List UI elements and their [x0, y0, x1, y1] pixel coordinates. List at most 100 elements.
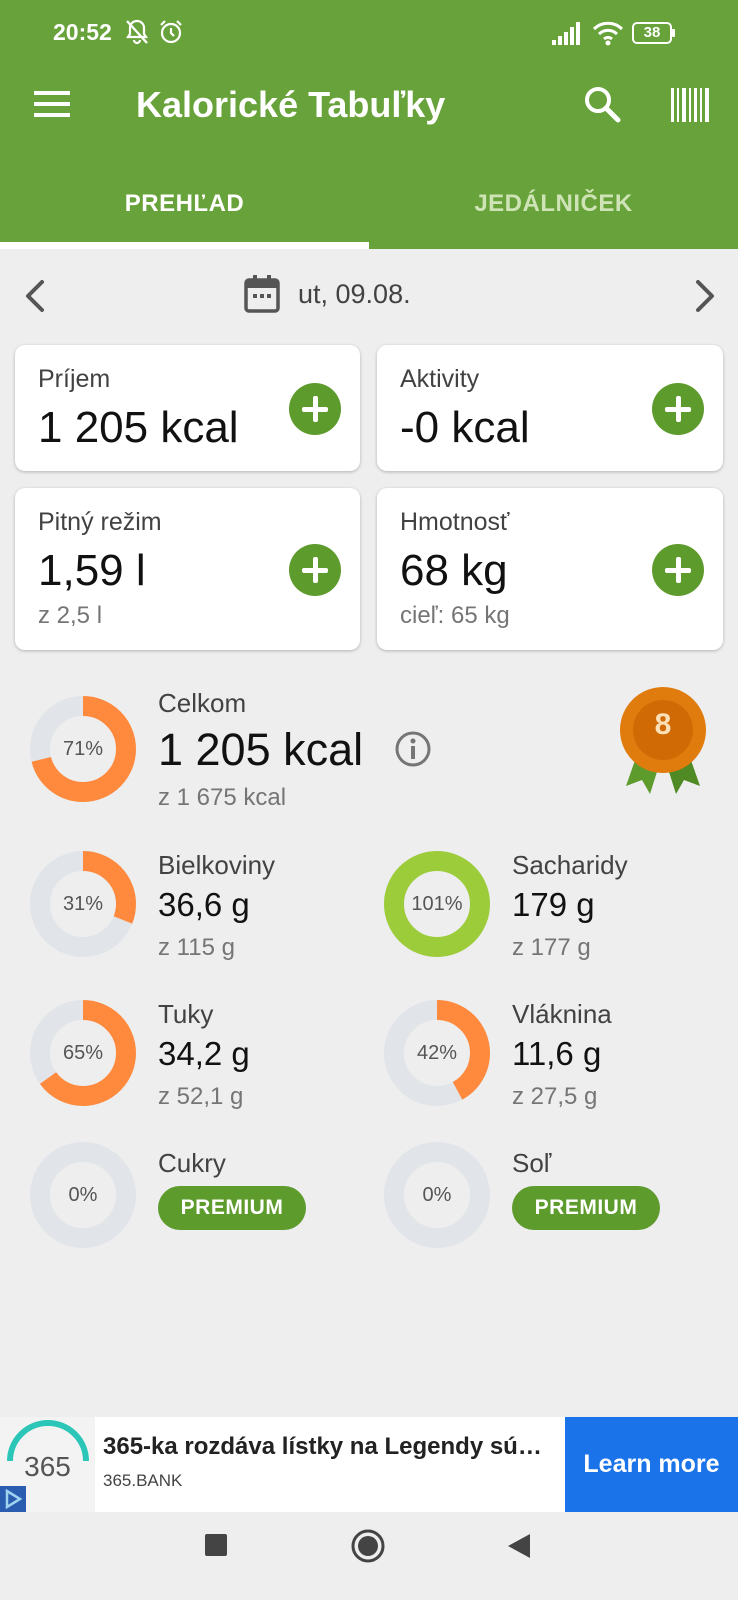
fiber-goal: z 27,5 g — [512, 1083, 598, 1110]
ad-logo-text: 365 — [24, 1451, 71, 1482]
fat-percent: 65% — [62, 1042, 104, 1064]
fiber-label: Vláknina — [512, 999, 612, 1029]
wifi-icon — [592, 21, 624, 46]
weight-goal: cieľ: 65 kg — [400, 602, 510, 629]
menu-icon[interactable] — [30, 86, 74, 122]
chevron-left-icon[interactable] — [18, 276, 54, 316]
back-icon[interactable] — [506, 1532, 532, 1560]
fiber-value: 11,6 g — [512, 1035, 602, 1072]
activity-label: Aktivity — [400, 365, 480, 393]
protein-value: 36,6 g — [158, 886, 250, 923]
total-ring: 71% — [30, 696, 136, 802]
fiber-ring-graphic — [384, 1000, 490, 1106]
ad-banner[interactable]: 365 365-ka rozdáva lístky na Legendy sú…… — [0, 1417, 738, 1512]
ad-learn-more-button[interactable]: Learn more — [565, 1417, 738, 1512]
drinking-card[interactable]: Pitný režim 1,59 l z 2,5 l — [15, 488, 360, 650]
protein-goal: z 115 g — [158, 934, 235, 961]
info-icon[interactable] — [394, 730, 432, 768]
drinking-value: 1,59 l — [38, 546, 146, 595]
sugar-ring: 0% — [30, 1142, 136, 1248]
app-title: Kalorické Tabuľky — [136, 84, 446, 125]
total-label: Celkom — [158, 688, 247, 718]
sugar-ring-track — [30, 1142, 136, 1248]
carbs-ring-graphic — [384, 851, 490, 957]
intake-value: 1 205 kcal — [38, 403, 239, 452]
carbs-value: 179 g — [512, 886, 595, 923]
weight-card[interactable]: Hmotnosť 68 kg cieľ: 65 kg — [377, 488, 723, 650]
fat-ring-graphic — [30, 1000, 136, 1106]
protein-ring: 31% — [30, 851, 136, 957]
salt-ring: 0% — [384, 1142, 490, 1248]
adchoices-icon[interactable] — [0, 1486, 26, 1512]
fiber-ring: 42% — [384, 1000, 490, 1106]
add-drink-button[interactable] — [289, 544, 341, 596]
status-bar: 20:52 38 — [0, 0, 738, 66]
sugar-label: Cukry — [158, 1148, 226, 1178]
intake-card[interactable]: Príjem 1 205 kcal — [15, 345, 360, 471]
ad-advertiser: 365.BANK — [103, 1471, 183, 1490]
muted-bell-icon — [125, 19, 149, 45]
protein-ring-graphic — [30, 851, 136, 957]
total-goal: z 1 675 kcal — [158, 784, 287, 811]
home-icon[interactable] — [350, 1528, 386, 1564]
ad-title[interactable]: 365-ka rozdáva lístky na Legendy sú… — [103, 1433, 542, 1460]
ad-logo: 365 — [0, 1417, 95, 1512]
fat-label: Tuky — [158, 999, 214, 1029]
fat-ring: 65% — [30, 1000, 136, 1106]
tab-meal-plan[interactable]: JEDÁLNIČEK — [474, 190, 633, 217]
carbs-label: Sacharidy — [512, 850, 628, 880]
salt-premium-button[interactable]: PREMIUM — [512, 1186, 660, 1230]
drinking-label: Pitný režim — [38, 508, 162, 536]
achievement-badge[interactable]: 8 — [618, 686, 708, 796]
add-weight-button[interactable] — [652, 544, 704, 596]
sugar-premium-button[interactable]: PREMIUM — [158, 1186, 306, 1230]
fiber-ring-progress — [384, 1000, 490, 1106]
system-nav-bar — [0, 1512, 738, 1600]
carbs-ring: 101% — [384, 851, 490, 957]
salt-ring-track — [384, 1142, 490, 1248]
medal-icon — [620, 687, 706, 794]
tab-overview[interactable]: PREHĽAD — [124, 190, 245, 217]
signal-icon — [552, 22, 580, 45]
battery-level: 38 — [643, 24, 661, 41]
sugar-ring-graphic — [30, 1142, 136, 1248]
total-ring-graphic — [30, 696, 136, 802]
carbs-goal: z 177 g — [512, 934, 591, 961]
add-activity-button[interactable] — [652, 383, 704, 435]
total-percent: 71% — [62, 738, 104, 760]
barcode-icon[interactable] — [670, 86, 710, 124]
fat-value: 34,2 g — [158, 1035, 250, 1072]
add-intake-button[interactable] — [289, 383, 341, 435]
protein-ring-progress — [30, 851, 136, 957]
fat-ring-progress — [30, 1000, 136, 1106]
activity-value: -0 kcal — [400, 403, 530, 452]
salt-ring-graphic — [384, 1142, 490, 1248]
activity-card[interactable]: Aktivity -0 kcal — [377, 345, 723, 471]
carbs-ring-progress — [384, 851, 490, 957]
tab-indicator — [0, 242, 369, 249]
salt-label: Soľ — [512, 1148, 552, 1178]
intake-label: Príjem — [38, 365, 111, 393]
weight-label: Hmotnosť — [400, 508, 510, 536]
carbs-percent: 101% — [411, 893, 463, 915]
fat-goal: z 52,1 g — [158, 1083, 244, 1110]
chevron-right-icon[interactable] — [686, 276, 722, 316]
badge-value: 8 — [654, 708, 672, 741]
app-bar: 20:52 38 — [0, 0, 738, 249]
salt-percent: 0% — [422, 1184, 452, 1206]
total-value: 1 205 kcal — [158, 724, 364, 775]
ad-logo-arc-icon — [7, 1420, 89, 1462]
sugar-percent: 0% — [68, 1184, 98, 1206]
calendar-icon[interactable] — [244, 274, 280, 314]
weight-value: 68 kg — [400, 546, 508, 595]
total-ring-progress — [30, 696, 136, 802]
drinking-goal: z 2,5 l — [38, 602, 103, 629]
date-label[interactable]: ut, 09.08. — [298, 279, 411, 309]
alarm-icon — [160, 20, 182, 44]
recents-icon[interactable] — [204, 1533, 228, 1557]
status-time: 20:52 — [53, 19, 112, 45]
protein-percent: 31% — [62, 893, 104, 915]
battery-icon: 38 — [632, 22, 676, 44]
protein-label: Bielkoviny — [158, 850, 276, 880]
search-icon[interactable] — [580, 82, 624, 126]
